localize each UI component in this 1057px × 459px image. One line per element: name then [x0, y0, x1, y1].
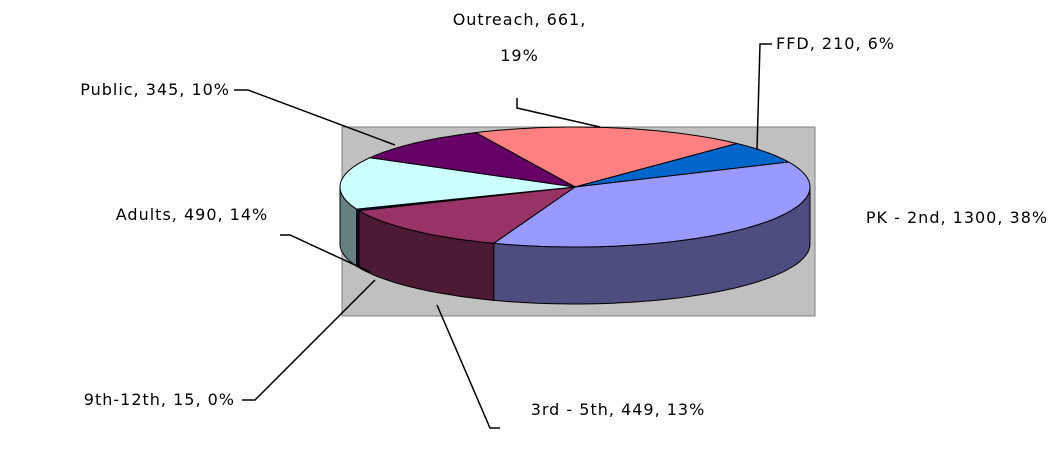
leader-line [280, 234, 371, 273]
data-label: Adults, 490, 14% [115, 205, 269, 224]
leader-line [756, 43, 772, 151]
data-label: Public, 345, 10% [80, 80, 230, 99]
leader-line [242, 279, 376, 401]
data-label: FFD, 210, 6% [776, 34, 895, 53]
data-label: PK - 2nd, 1300, 38% [865, 208, 1049, 227]
leader-line [516, 98, 601, 128]
slice [368, 132, 576, 188]
data-label: 9th-12th, 15, 0% [83, 390, 235, 409]
leader-line [436, 304, 500, 429]
data-label: Outreach, 661, 19% [452, 10, 587, 65]
leader-line [234, 89, 396, 146]
slice [474, 126, 738, 188]
slice [574, 142, 791, 188]
slice [339, 157, 576, 210]
data-label: 3rd - 5th, 449, 13% [530, 400, 706, 419]
slice [492, 161, 811, 248]
slice [357, 186, 576, 244]
